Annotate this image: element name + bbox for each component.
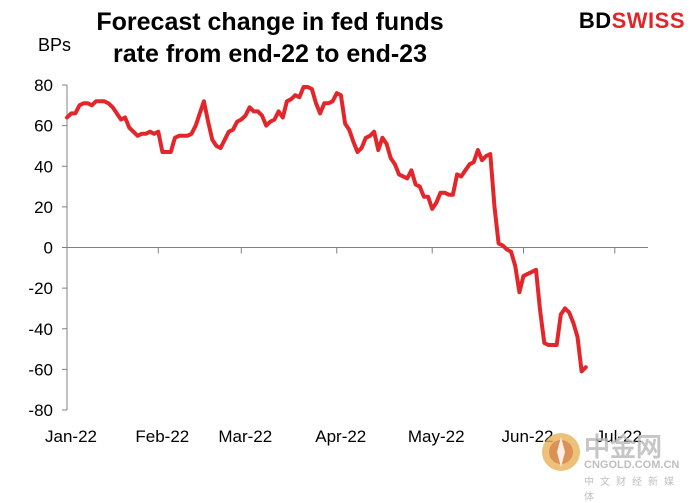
y-tick-label: -80 [28,401,53,420]
chart-title-line-1: Forecast change in fed funds [96,8,444,36]
chart-series [65,85,588,374]
x-tick-label: Jan-22 [45,427,97,446]
watermark-site: CNGOLD.COM.CN [584,459,680,471]
y-tick-label: 20 [34,198,53,217]
watermark-subtitle: 中文财经新媒体 [584,477,680,503]
chart-axes [62,84,648,411]
cngold-logo-icon [542,433,580,471]
y-tick-label: 80 [34,76,53,95]
y-tick-label: -20 [28,279,53,298]
x-tick-label: May-22 [408,427,465,446]
x-tick-label: Jul-22 [596,427,642,446]
y-tick-label: -40 [28,320,53,339]
series-line [65,85,588,374]
bdswiss-logo: BDSWISS [579,8,685,34]
brand-part-1: BD [578,8,612,33]
y-axis-label: BPs [38,35,72,55]
y-tick-label: 60 [34,117,53,136]
x-tick-label: Feb-22 [135,427,189,446]
y-tick-label: 40 [34,157,53,176]
y-tick-label: 0 [44,239,53,258]
y-tick-label: -60 [28,360,53,379]
x-tick-label: Mar-22 [218,427,272,446]
chart-title: Forecast change in fed funds rate from e… [60,6,480,70]
chart-tick-labels: 80 60 40 20 0 -20 -40 -60 -80 Jan-22 Feb-22 Mar-22 A… [28,76,642,446]
watermark-chinese-name: 中金网 [584,432,663,462]
brand-part-2: SWISS [611,8,685,33]
cngold-watermark: 中金网 CNGOLD.COM.CN 中文财经新媒体 [540,425,690,503]
chart-title-line-2: rate from end-22 to end-23 [113,40,427,68]
x-tick-label: Jun-22 [502,427,554,446]
x-tick-label: Apr-22 [315,427,366,446]
